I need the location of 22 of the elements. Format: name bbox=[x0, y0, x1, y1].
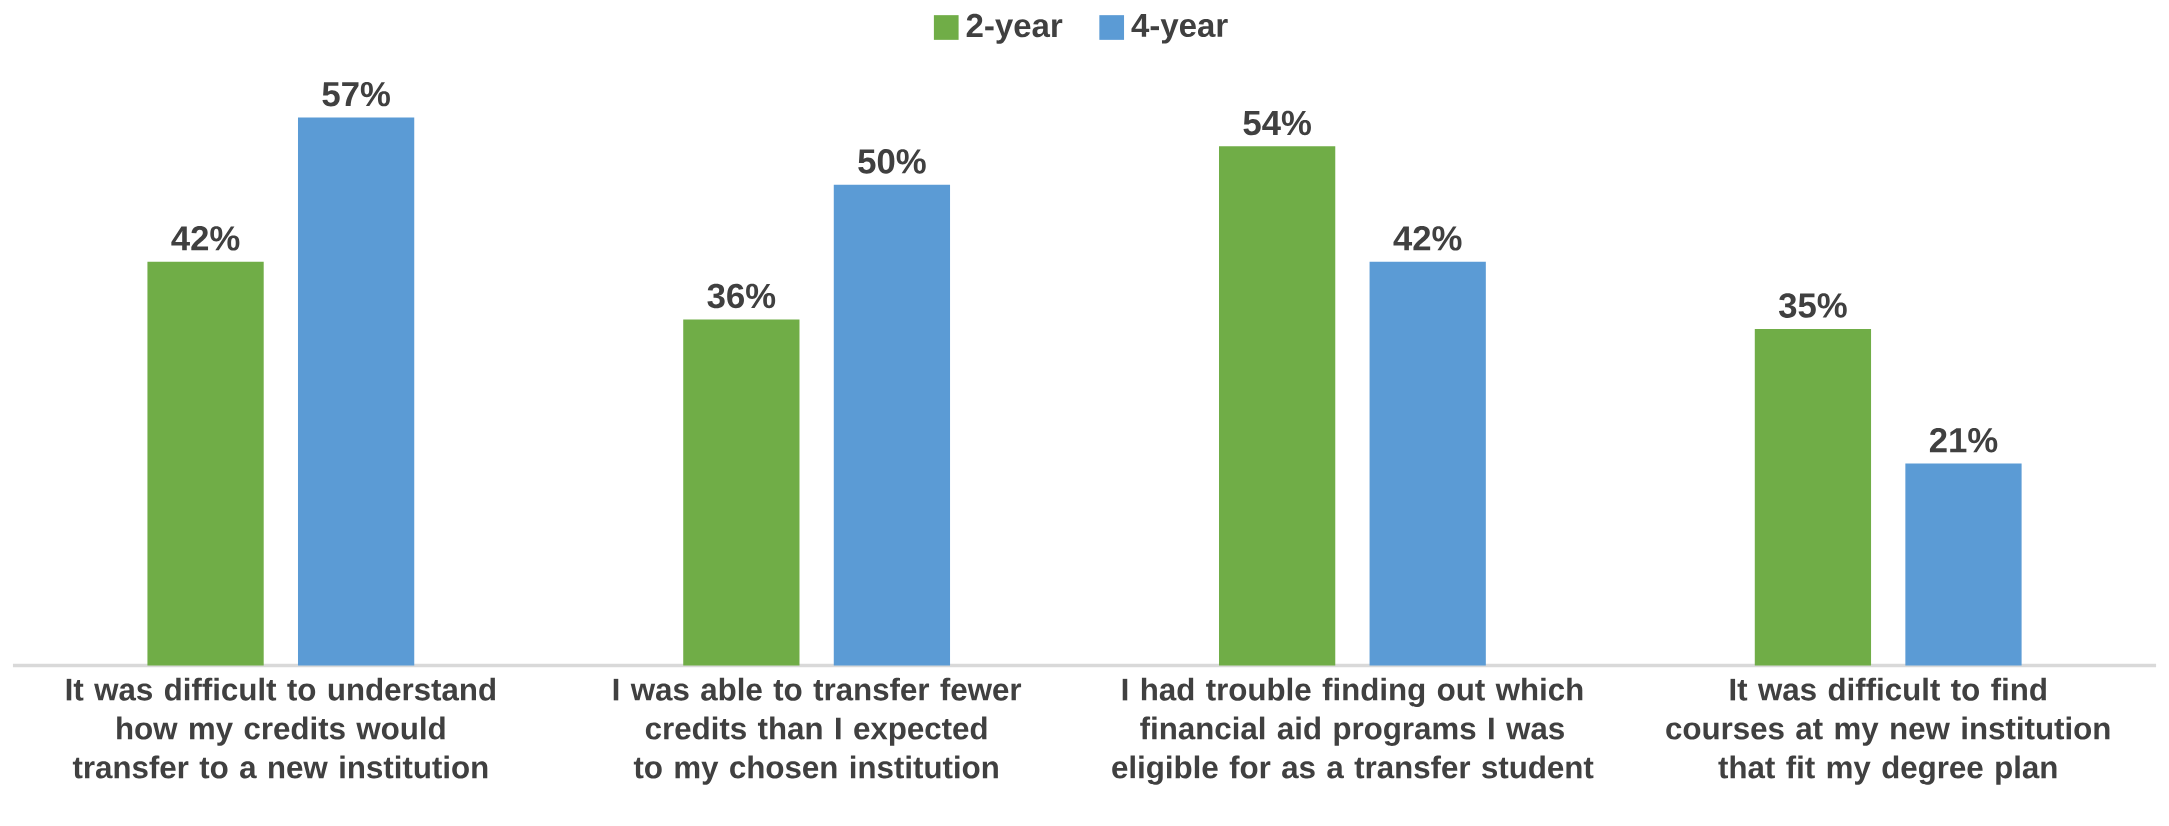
bar bbox=[1219, 146, 1336, 666]
x-tick-label: It was difficult to find courses at my new institution that fit my degree plan bbox=[1666, 677, 2110, 786]
bar bbox=[297, 117, 415, 666]
x-tick-label: It was difficult to understand how my credits would transfer to a new institution bbox=[66, 677, 495, 779]
data-label: 54% bbox=[1243, 110, 1311, 136]
data-label: 50% bbox=[858, 149, 926, 174]
bar bbox=[683, 319, 800, 666]
data-label: 36% bbox=[707, 283, 776, 309]
legend-label: 4-year bbox=[1131, 14, 1228, 44]
data-label: 42% bbox=[171, 226, 240, 251]
x-tick-label: I had trouble finding out which financial aid programs I was eligible for as a transfer student bbox=[1112, 677, 1594, 786]
bar bbox=[147, 261, 264, 666]
bar bbox=[833, 185, 951, 666]
bar bbox=[1369, 261, 1486, 666]
data-label: 57% bbox=[322, 82, 390, 107]
bar bbox=[1754, 329, 1872, 666]
x-tick-label: I was able to transfer fewer credits than I expected to my chosen institution bbox=[613, 677, 1022, 785]
data-label: 42% bbox=[1393, 226, 1462, 251]
bar bbox=[1905, 463, 2022, 666]
legend-label: 2-year bbox=[966, 14, 1063, 45]
data-label: 21% bbox=[1929, 428, 1998, 453]
data-label: 35% bbox=[1778, 293, 1847, 319]
